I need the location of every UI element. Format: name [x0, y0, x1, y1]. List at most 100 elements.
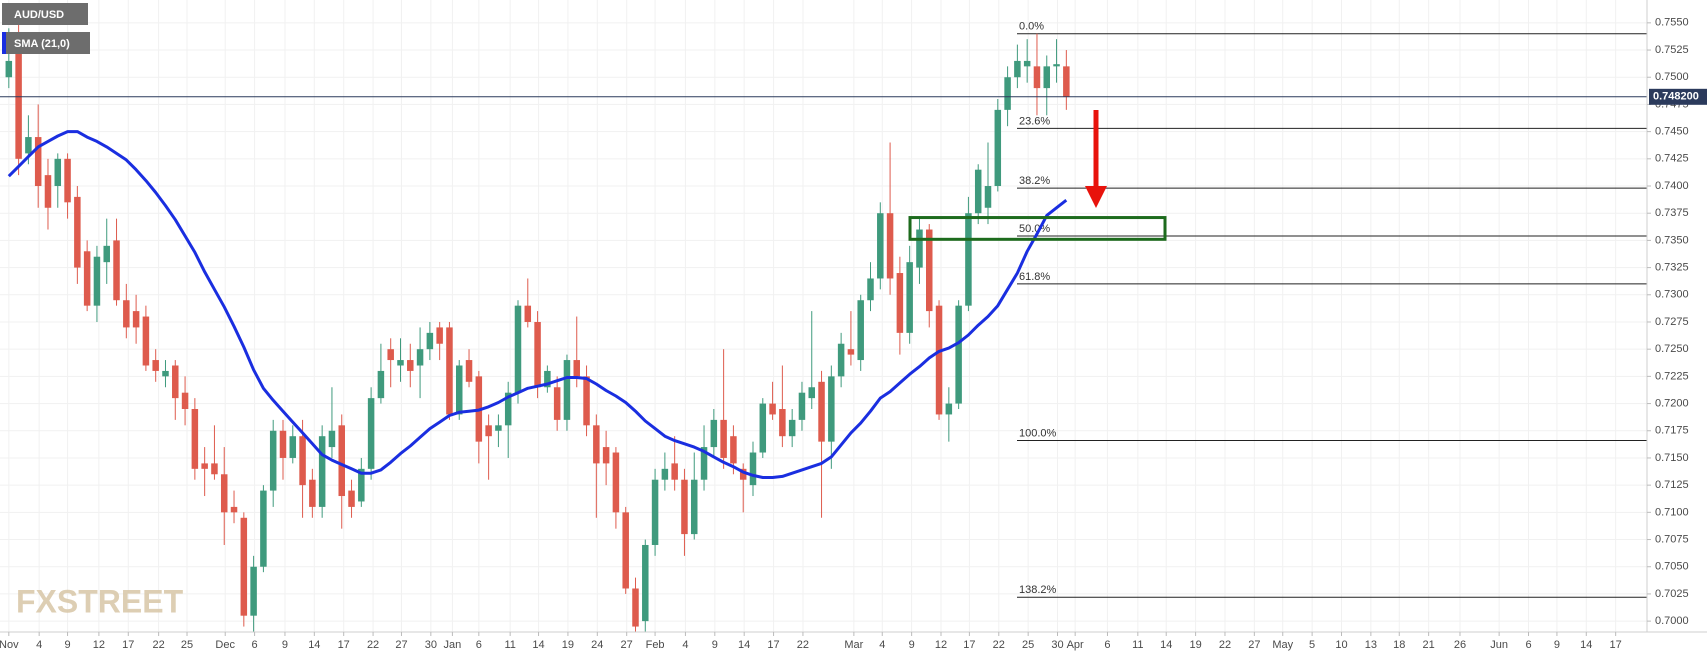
fib-label: 50.0%	[1019, 223, 1050, 235]
x-tick-label: 18	[1393, 639, 1405, 651]
x-tick-label: 9	[282, 639, 288, 651]
candle-body	[671, 463, 678, 480]
x-tick-label: Jan	[444, 639, 462, 651]
y-tick-label: 0.7375	[1655, 207, 1689, 219]
candle-body	[563, 360, 571, 420]
y-tick-label: 0.7550	[1655, 17, 1689, 29]
y-tick-label: 0.7500	[1655, 71, 1689, 83]
candle-body	[152, 360, 159, 371]
candle-body	[260, 490, 267, 567]
x-tick-label: 30	[1051, 639, 1063, 651]
candle-body	[426, 332, 434, 350]
candle-body	[367, 398, 375, 469]
candle-body	[250, 566, 257, 616]
candle-body	[54, 158, 62, 187]
candle-body	[710, 419, 718, 448]
y-tick-label: 0.7400	[1655, 180, 1689, 192]
candle-body	[916, 229, 923, 268]
y-tick-label: 0.7025	[1655, 588, 1689, 600]
arrow	[1085, 110, 1107, 208]
candle-body	[847, 349, 855, 355]
candle-body	[1004, 77, 1011, 110]
candle-body	[906, 262, 913, 333]
candle-body	[44, 175, 52, 208]
x-tick-label: 14	[532, 639, 544, 651]
legend-box	[2, 32, 90, 54]
x-tick-label: 11	[504, 639, 515, 651]
fib-levels: 0.0% 23.6% 38.2% 50.0% 61.8% 100.0% 138.2%	[1017, 21, 1647, 598]
candle-body	[837, 343, 845, 377]
last-price-box	[1649, 88, 1707, 105]
x-tick-label: 14	[738, 639, 750, 651]
x-tick-label: 13	[1365, 639, 1377, 651]
x-tick-label: 6	[1104, 639, 1110, 651]
y-tick-label: 0.7125	[1655, 479, 1689, 491]
candle-body	[681, 479, 688, 535]
fib-label: 100.0%	[1019, 427, 1057, 439]
candle-body	[1023, 60, 1031, 67]
candle-body	[465, 360, 473, 382]
y-tick-label: 0.7075	[1655, 533, 1689, 545]
x-tick-label: Dec	[215, 639, 235, 651]
candle-body	[886, 213, 894, 279]
candle-body	[5, 60, 13, 78]
y-tick-label: 0.7050	[1655, 561, 1689, 573]
candle-body	[632, 588, 639, 627]
candle-body	[328, 430, 336, 448]
candle-body	[1063, 66, 1070, 97]
candle-body	[955, 305, 962, 404]
candle-body	[181, 392, 189, 410]
candle-body	[857, 300, 864, 361]
y-tick-label: 0.7275	[1655, 316, 1689, 328]
candle-body	[583, 376, 590, 426]
candle-body	[15, 44, 22, 159]
x-tick-label: 9	[1554, 639, 1560, 651]
candle-body	[1014, 60, 1021, 78]
candle-body	[661, 468, 669, 480]
candle-body	[211, 463, 218, 475]
candle-body	[74, 196, 81, 268]
x-tick-label: 30	[425, 639, 437, 651]
candle-body	[348, 490, 355, 507]
candle-body	[828, 376, 835, 442]
x-tick-label: 4	[879, 639, 885, 651]
candle-body	[769, 403, 776, 415]
candle-body	[553, 387, 561, 420]
candle-body	[230, 506, 238, 513]
candle-body	[700, 447, 708, 480]
candle-body	[64, 158, 71, 203]
candle-body	[299, 436, 306, 486]
candle-body	[622, 512, 629, 589]
candle-body	[896, 273, 904, 333]
candle-body	[455, 365, 463, 415]
fib-label: 61.8%	[1019, 271, 1050, 283]
x-tick-label: 17	[1610, 639, 1622, 651]
x-tick-label: 27	[395, 639, 407, 651]
plot-area	[0, 0, 1647, 632]
x-tick-label: 6	[252, 639, 258, 651]
candle-body	[798, 392, 806, 420]
x-tick-label: 25	[1022, 639, 1034, 651]
candle-body	[1033, 66, 1041, 89]
candle-body	[495, 425, 502, 431]
x-tick-label: 25	[181, 639, 193, 651]
axes: 0.7000 0.7025 0.7050 0.7075 0.7100 0.7125 0.71…	[0, 17, 1707, 651]
candle-body	[818, 381, 825, 442]
x-tick-label: 22	[153, 639, 165, 651]
x-tick-label: 24	[591, 639, 603, 651]
candle-body	[191, 409, 199, 469]
candle-body	[739, 468, 747, 480]
legend-label: SMA (21,0)	[14, 38, 70, 50]
x-tick-label: 14	[1580, 639, 1592, 651]
candles	[5, 17, 1070, 632]
legend-box	[2, 3, 88, 25]
candle-body	[358, 468, 365, 502]
x-tick-label: 5	[1309, 639, 1315, 651]
fib-label: 23.6%	[1019, 115, 1050, 127]
x-tick-label: 22	[993, 639, 1005, 651]
y-tick-label: 0.7250	[1655, 343, 1689, 355]
legend-swatch	[2, 32, 6, 54]
candle-body	[779, 409, 786, 437]
x-tick-label: 26	[1454, 639, 1466, 651]
